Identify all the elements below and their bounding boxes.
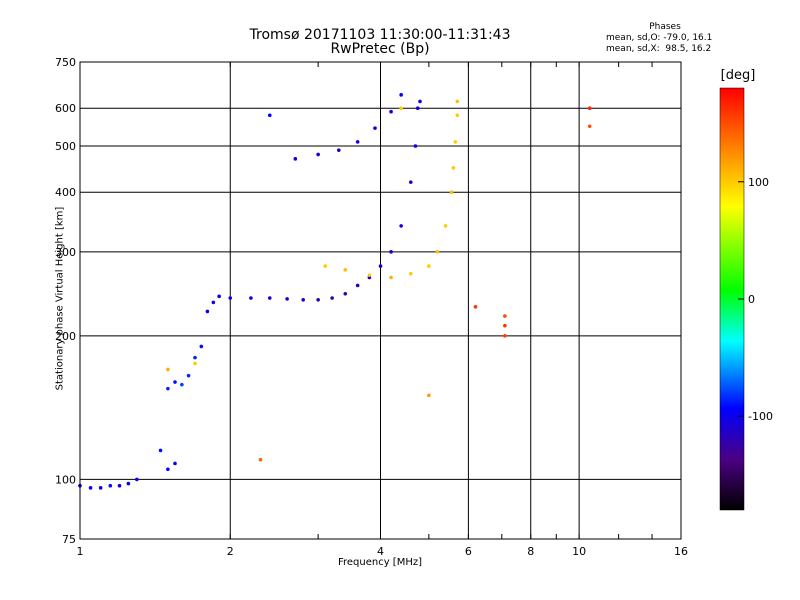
data-point [413,144,418,148]
x-tick-label: 6 [465,545,472,558]
y-tick-label: 500 [55,140,76,153]
data-point [503,334,507,338]
y-tick-label: 400 [55,186,76,199]
data-point [373,126,377,130]
data-point [449,190,454,195]
data-point [323,264,328,268]
data-point [389,250,393,254]
data-point [88,486,93,490]
data-point [158,448,163,453]
data-point [415,106,420,111]
data-point [427,264,431,268]
data-point [343,291,348,296]
data-point [427,393,431,398]
data-point [316,297,320,302]
data-point [205,309,210,314]
data-point [399,106,403,111]
x-tick-label: 8 [527,545,534,558]
y-tick-label: 300 [55,246,76,259]
data-point [180,382,184,387]
phases-legend-title: Phases [649,22,681,32]
data-point [267,113,272,118]
data-point [473,305,478,309]
data-point [337,148,341,152]
x-tick-label: 4 [377,545,384,558]
data-point [228,296,233,300]
data-point [193,355,197,360]
y-tick-label: 100 [55,473,76,486]
data-point [316,152,320,157]
data-point [389,109,393,114]
data-point [211,300,216,305]
data-point [399,93,403,97]
data-point [108,483,113,488]
colorbar-tick-label: 0 [748,293,755,306]
data-point [453,140,458,144]
data-point [408,271,413,276]
data-point [126,481,131,486]
data-point [343,268,348,272]
y-tick-label: 750 [55,56,76,69]
data-point [399,224,403,228]
data-point [451,166,456,170]
chart-title: Tromsø 20171103 11:30:00-11:31:43 [249,27,511,43]
y-tick-label: 75 [62,533,76,546]
data-point [293,157,298,161]
data-point [98,486,103,490]
data-point [408,180,413,184]
data-point [267,296,272,300]
data-point [166,467,170,472]
data-point [117,483,122,488]
data-point [587,124,592,129]
data-point [503,314,507,318]
x-tick-label: 2 [227,545,234,558]
data-point [443,224,448,228]
x-tick-label: 1 [77,545,84,558]
data-point [166,367,170,372]
data-point [249,296,253,300]
data-point [587,106,592,111]
x-axis-label: Frequency [MHz] [337,557,423,568]
data-point [173,461,177,466]
data-point [285,297,289,301]
y-tick-label: 200 [55,330,76,343]
data-point [135,477,139,482]
data-point [355,140,360,144]
data-point [217,294,221,299]
data-point [173,380,177,384]
data-point [418,99,422,104]
data-point [301,297,305,302]
data-point [378,264,383,268]
data-point [455,113,460,118]
x-tick-label: 16 [674,545,688,558]
data-point [455,99,460,104]
chart-subtitle: RwPretec (Bp) [330,41,430,57]
colorbar-tick-label: -100 [748,410,773,423]
data-point [330,296,334,300]
data-point [355,283,360,288]
colorbar-tick-label: 100 [748,176,769,189]
phases-legend-x: mean, sd,X: 98.5, 16.2 [606,44,712,54]
data-point [435,250,440,254]
data-point [367,273,372,277]
x-tick-label: 10 [572,545,586,558]
phases-legend-o: mean, sd,O: -79.0, 16.1 [606,33,713,43]
data-point [166,386,170,391]
data-point [503,323,507,328]
data-point [258,457,263,462]
data-point [389,275,393,280]
data-point [193,361,197,366]
y-tick-label: 600 [55,102,76,115]
colorbar-unit-label: [deg] [720,68,756,83]
data-point [186,373,191,378]
data-point [199,344,204,349]
